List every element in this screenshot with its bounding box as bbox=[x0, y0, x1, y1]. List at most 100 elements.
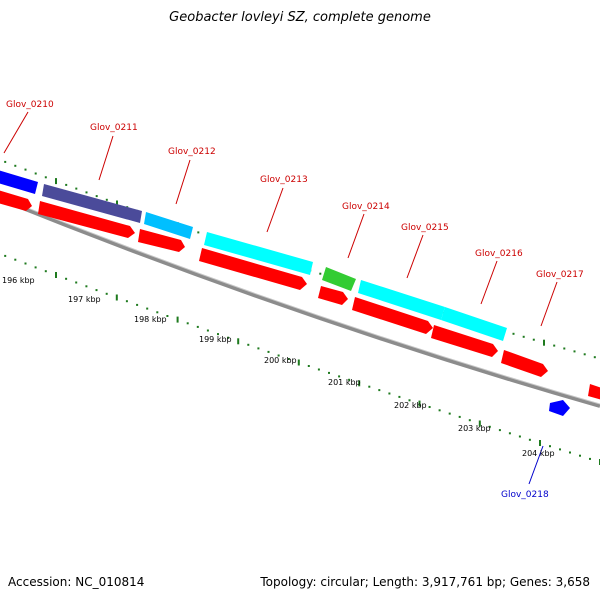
gene-label-glov-0211[interactable]: Glov_0211 bbox=[90, 123, 138, 181]
feature-glov-0211[interactable] bbox=[42, 184, 142, 223]
minor-tick bbox=[14, 258, 17, 261]
cds-band bbox=[0, 190, 600, 400]
minor-tick bbox=[206, 329, 209, 332]
gene-label-glov-0212[interactable]: Glov_0212 bbox=[168, 147, 216, 205]
svg-text:Glov_0215: Glov_0215 bbox=[401, 223, 449, 233]
major-tick bbox=[55, 272, 57, 278]
gene-label-glov-0216[interactable]: Glov_0216 bbox=[475, 249, 523, 305]
minor-tick bbox=[468, 419, 471, 422]
minor-tick bbox=[348, 378, 351, 381]
map-title: Geobacter lovleyi SZ, complete genome bbox=[169, 10, 431, 25]
minor-tick bbox=[277, 354, 280, 357]
svg-text:Glov_0212: Glov_0212 bbox=[168, 147, 216, 157]
minor-tick bbox=[458, 415, 461, 418]
minor-tick bbox=[448, 412, 451, 415]
cds-arrow[interactable] bbox=[501, 350, 548, 377]
minor-tick bbox=[247, 343, 250, 346]
major-tick bbox=[358, 380, 361, 387]
minor-tick bbox=[186, 322, 189, 325]
minor-tick bbox=[14, 164, 17, 167]
minor-tick bbox=[579, 454, 581, 457]
minor-tick bbox=[105, 198, 108, 201]
cds-arrow[interactable] bbox=[0, 190, 32, 211]
gene-label-glov-0210[interactable]: Glov_0210 bbox=[3, 100, 54, 154]
minor-tick bbox=[146, 307, 149, 310]
minor-tick bbox=[488, 425, 491, 428]
svg-text:Glov_0216: Glov_0216 bbox=[475, 249, 523, 259]
major-tick bbox=[116, 200, 118, 207]
minor-tick bbox=[589, 457, 591, 460]
minor-tick bbox=[136, 303, 139, 306]
scale-labels: 196 kbp 197 kbp 198 kbp 199 kbp 200 kbp … bbox=[2, 276, 555, 458]
svg-text:Glov_0217: Glov_0217 bbox=[536, 270, 584, 280]
gene-label-glov-0215[interactable]: Glov_0215 bbox=[401, 223, 449, 279]
minor-tick bbox=[227, 336, 230, 339]
minor-tick bbox=[24, 168, 27, 171]
minor-tick bbox=[559, 448, 561, 451]
minor-tick bbox=[378, 389, 381, 392]
scale-label: 199 kbp bbox=[199, 335, 232, 344]
minor-tick bbox=[4, 160, 7, 163]
minor-tick bbox=[518, 435, 521, 438]
scale-label: 196 kbp bbox=[2, 276, 35, 285]
minor-tick bbox=[512, 332, 515, 335]
minor-tick bbox=[34, 266, 37, 269]
gene-label-glov-0217[interactable]: Glov_0217 bbox=[536, 270, 584, 327]
svg-text:Glov_0214: Glov_0214 bbox=[342, 202, 390, 212]
feature-glov-0213[interactable] bbox=[204, 232, 313, 275]
minor-tick bbox=[75, 187, 78, 190]
feature-glov-0214[interactable] bbox=[322, 267, 356, 291]
feature-glov-0215[interactable] bbox=[358, 280, 445, 320]
minor-tick bbox=[583, 353, 586, 356]
minor-tick bbox=[44, 176, 47, 179]
minor-tick bbox=[593, 356, 596, 359]
topology-text: Topology: circular; Length: 3,917,761 bp… bbox=[260, 575, 590, 589]
feature-glov-0216[interactable] bbox=[441, 307, 507, 341]
cds-arrow[interactable] bbox=[318, 286, 348, 305]
svg-text:Glov_0213: Glov_0213 bbox=[260, 175, 308, 185]
feature-glov-0212[interactable] bbox=[144, 212, 193, 239]
gene-label-glov-0214[interactable]: Glov_0214 bbox=[342, 202, 390, 259]
minor-tick bbox=[267, 350, 270, 353]
minor-tick bbox=[105, 292, 108, 295]
inner-tick-ring bbox=[4, 254, 600, 465]
minor-tick bbox=[398, 395, 401, 398]
feature-glov-0210[interactable] bbox=[0, 170, 38, 194]
major-tick bbox=[237, 338, 240, 345]
minor-tick bbox=[166, 315, 169, 317]
major-tick bbox=[478, 420, 481, 427]
scale-label: 197 kbp bbox=[68, 295, 101, 304]
cds-arrow[interactable] bbox=[352, 297, 433, 334]
svg-text:Glov_0218: Glov_0218 bbox=[501, 490, 549, 500]
feature-glov-0218[interactable] bbox=[549, 400, 570, 416]
major-tick bbox=[539, 440, 541, 446]
minor-tick bbox=[24, 262, 27, 265]
scale-label: 202 kbp bbox=[394, 401, 427, 410]
minor-tick bbox=[563, 347, 566, 350]
cds-arrow[interactable] bbox=[38, 201, 135, 238]
minor-tick bbox=[338, 375, 341, 378]
gene-labels: Glov_0210 Glov_0211 Glov_0212 Glov_0213 … bbox=[3, 100, 584, 500]
major-tick bbox=[297, 359, 300, 366]
minor-tick bbox=[388, 392, 391, 395]
major-tick bbox=[115, 294, 118, 301]
minor-tick bbox=[408, 399, 411, 402]
cds-arrow[interactable] bbox=[138, 229, 185, 252]
minor-tick bbox=[328, 371, 330, 374]
cds-arrow[interactable] bbox=[199, 248, 307, 290]
cds-arrow[interactable] bbox=[588, 384, 600, 400]
cds-arrow[interactable] bbox=[431, 325, 498, 357]
gene-label-glov-0213[interactable]: Glov_0213 bbox=[260, 175, 308, 233]
major-tick bbox=[55, 178, 57, 185]
svg-text:Glov_0210: Glov_0210 bbox=[6, 100, 54, 110]
scale-label: 200 kbp bbox=[264, 356, 297, 365]
minor-tick bbox=[95, 289, 98, 292]
major-tick bbox=[543, 339, 545, 346]
minor-tick bbox=[34, 172, 37, 175]
minor-tick bbox=[498, 429, 501, 432]
minor-tick bbox=[528, 438, 531, 441]
backbone bbox=[0, 196, 600, 408]
gene-label-glov-0218[interactable]: Glov_0218 bbox=[501, 445, 549, 500]
minor-tick bbox=[438, 409, 441, 412]
